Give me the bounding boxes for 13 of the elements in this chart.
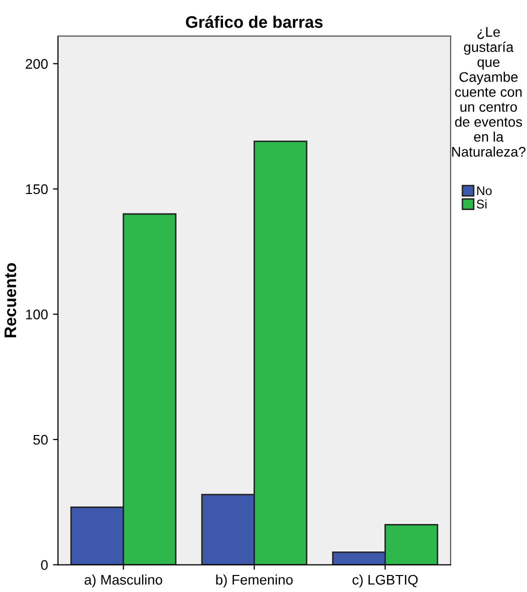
text: ¿Le gustaría que Cayambe cuente con un centro de eventos en la Naturaleza? xyxy=(452,27,526,157)
y-tick-label: 50 xyxy=(33,434,48,445)
x-tick-label: a) Masculino xyxy=(84,574,162,588)
legend-label: Si xyxy=(476,199,486,209)
x-tick-label: c) LGBTIQ xyxy=(352,574,418,588)
legend-label: No xyxy=(477,186,492,196)
x-tick-label: b) Femenino xyxy=(216,574,293,588)
y-tick-label: 100 xyxy=(26,310,48,320)
y-tick-label: 200 xyxy=(26,59,48,69)
y-axis-title: Recuento xyxy=(4,263,16,338)
y-tick-label: 150 xyxy=(26,184,48,194)
y-tick-label: 0 xyxy=(41,560,48,570)
chart-title: Gráfico de barras xyxy=(186,16,323,28)
